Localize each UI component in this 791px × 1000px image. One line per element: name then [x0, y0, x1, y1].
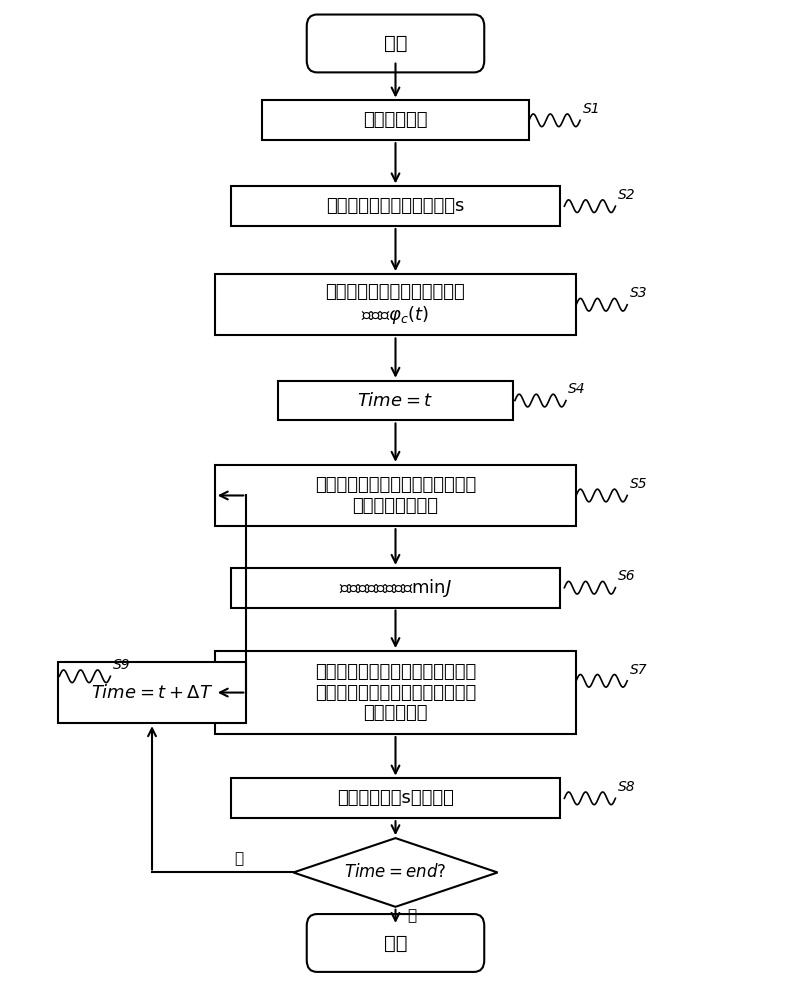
FancyBboxPatch shape	[307, 15, 484, 72]
Text: 转化为目标函数中具有二次项的混
合整数规划问题并求解一个控制周
期内的控制量: 转化为目标函数中具有二次项的混 合整数规划问题并求解一个控制周 期内的控制量	[315, 663, 476, 722]
Text: $Time=t$: $Time=t$	[358, 392, 433, 410]
Text: S5: S5	[630, 477, 647, 491]
Text: $Time=end?$: $Time=end?$	[344, 863, 447, 881]
FancyBboxPatch shape	[215, 274, 576, 335]
Text: 执行控制周期s个控制量: 执行控制周期s个控制量	[337, 789, 454, 807]
Text: S7: S7	[630, 663, 647, 677]
Text: 开始: 开始	[384, 34, 407, 53]
Text: $Time=t+\Delta T$: $Time=t+\Delta T$	[91, 684, 214, 702]
Text: 设置控制周期: 设置控制周期	[363, 111, 428, 129]
FancyBboxPatch shape	[230, 568, 561, 608]
Text: 否: 否	[234, 851, 243, 866]
Polygon shape	[293, 838, 498, 907]
FancyBboxPatch shape	[307, 914, 484, 972]
FancyBboxPatch shape	[230, 778, 561, 818]
Text: S9: S9	[113, 658, 131, 672]
Text: 是: 是	[407, 908, 416, 923]
Text: 设置控制系统节点连接关系关
联矩阵$\varphi_c(t)$: 设置控制系统节点连接关系关 联矩阵$\varphi_c(t)$	[326, 283, 465, 326]
FancyBboxPatch shape	[215, 651, 576, 734]
FancyBboxPatch shape	[262, 100, 529, 140]
Text: 结束: 结束	[384, 933, 407, 952]
FancyBboxPatch shape	[278, 381, 513, 420]
Text: S3: S3	[630, 286, 647, 300]
FancyBboxPatch shape	[215, 465, 576, 526]
Text: S1: S1	[582, 102, 600, 116]
Text: 建立主动配电网分层布控制系统的
信息物理融合模型: 建立主动配电网分层布控制系统的 信息物理融合模型	[315, 476, 476, 515]
Text: S6: S6	[618, 569, 635, 583]
Text: 设置控制信号状态向量维数s: 设置控制信号状态向量维数s	[327, 197, 464, 215]
Text: S8: S8	[618, 780, 635, 794]
FancyBboxPatch shape	[58, 662, 246, 723]
Text: S2: S2	[618, 188, 635, 202]
Text: S4: S4	[568, 382, 586, 396]
Text: 构造控制目标函数min$J$: 构造控制目标函数min$J$	[339, 577, 452, 599]
FancyBboxPatch shape	[230, 186, 561, 226]
